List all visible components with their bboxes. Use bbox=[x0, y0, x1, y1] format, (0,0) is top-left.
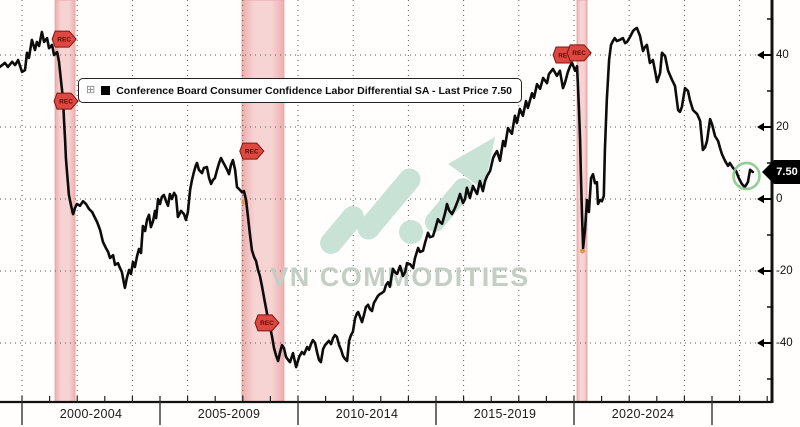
y-tick-arrow-icon bbox=[757, 122, 764, 132]
recession-flag-icon bbox=[254, 314, 280, 332]
gridlines bbox=[0, 0, 772, 402]
last-point-marker bbox=[732, 161, 761, 191]
recession-flag-icon bbox=[566, 44, 592, 62]
legend-series-swatch-icon bbox=[101, 86, 111, 95]
price-tag-value: 7.50 bbox=[774, 160, 800, 184]
data-series bbox=[0, 26, 755, 369]
recession-flag-icon bbox=[51, 30, 77, 48]
growth-arrow-watermark-icon bbox=[320, 137, 495, 255]
x-axis-section-label: 2005-2009 bbox=[197, 407, 261, 421]
y-axis-tick-label: 0 bbox=[776, 193, 783, 205]
x-axis-section-label: 2015-2019 bbox=[473, 407, 537, 421]
recession-bands bbox=[54, 0, 588, 403]
legend-expand-icon[interactable]: ⊞ bbox=[86, 84, 96, 96]
y-axis-tick-label: -20 bbox=[776, 265, 793, 277]
y-axis-tick-label: -40 bbox=[776, 337, 793, 349]
recession-flag-label: REC bbox=[59, 98, 73, 105]
recession-flag-label: REC bbox=[260, 320, 274, 327]
y-tick-arrow-icon bbox=[757, 50, 764, 60]
recession-flag-icon bbox=[239, 142, 265, 160]
x-axis-section-label: 2000-2004 bbox=[59, 407, 123, 421]
legend-title: Conference Board Consumer Confidence Lab… bbox=[116, 84, 513, 97]
last-price-tag[interactable]: 7.50 bbox=[762, 160, 800, 184]
last-point-ring-icon bbox=[732, 161, 761, 191]
x-axis-section-label: 2020-2024 bbox=[611, 407, 675, 421]
y-tick-arrow-icon bbox=[757, 194, 764, 204]
legend-box[interactable]: ⊞ Conference Board Consumer Confidence L… bbox=[78, 78, 523, 103]
axes bbox=[0, 0, 774, 404]
y-axis-tick-label: 40 bbox=[776, 49, 789, 61]
recession-flag-label: REC bbox=[572, 50, 586, 57]
series-line bbox=[0, 26, 755, 369]
recession-flag-label: REC bbox=[558, 52, 572, 59]
recession-band bbox=[241, 0, 285, 403]
y-tick-arrow-icon bbox=[757, 338, 764, 348]
price-tag-arrow-icon bbox=[762, 160, 774, 184]
recession-flag-label: REC bbox=[245, 149, 259, 156]
recession-flag-icon bbox=[53, 92, 79, 110]
recession-flag-label: REC bbox=[57, 37, 71, 44]
y-axis-tick-label: 20 bbox=[776, 121, 789, 133]
y-tick-arrow-icon bbox=[757, 266, 764, 276]
x-axis-section-label: 2010-2014 bbox=[335, 407, 399, 421]
event-dot bbox=[579, 248, 586, 254]
